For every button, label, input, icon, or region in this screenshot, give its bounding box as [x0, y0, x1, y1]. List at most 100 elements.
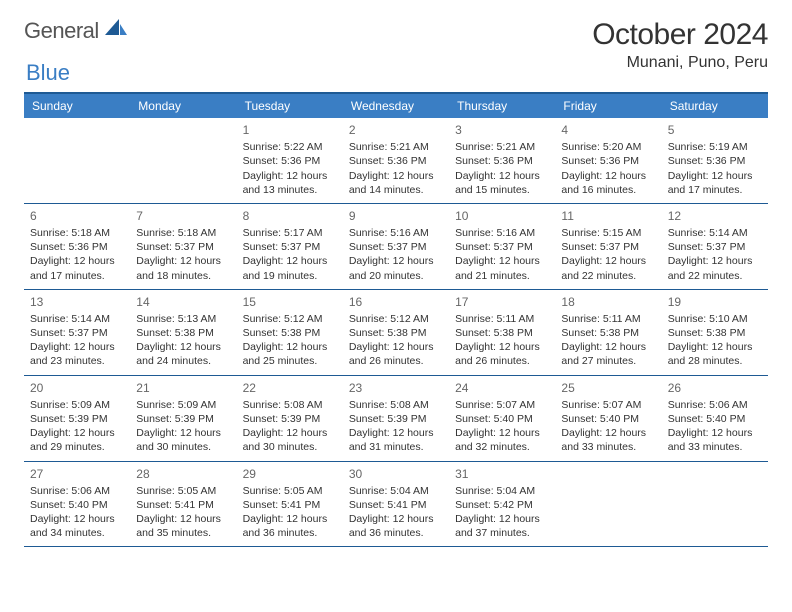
week-row: 20Sunrise: 5:09 AMSunset: 5:39 PMDayligh… — [24, 376, 768, 462]
sunrise-line: Sunrise: 5:06 AM — [668, 398, 762, 412]
daylight-line: and 16 minutes. — [561, 183, 655, 197]
day-number: 15 — [243, 294, 337, 310]
day-header: Thursday — [449, 94, 555, 118]
daylight-line: Daylight: 12 hours — [455, 169, 549, 183]
day-cell: 8Sunrise: 5:17 AMSunset: 5:37 PMDaylight… — [237, 204, 343, 289]
daylight-line: Daylight: 12 hours — [136, 426, 230, 440]
sunset-line: Sunset: 5:42 PM — [455, 498, 549, 512]
daylight-line: Daylight: 12 hours — [349, 340, 443, 354]
daylight-line: and 23 minutes. — [30, 354, 124, 368]
sunrise-line: Sunrise: 5:20 AM — [561, 140, 655, 154]
day-cell: 3Sunrise: 5:21 AMSunset: 5:36 PMDaylight… — [449, 118, 555, 203]
day-cell: 28Sunrise: 5:05 AMSunset: 5:41 PMDayligh… — [130, 462, 236, 547]
sunrise-line: Sunrise: 5:04 AM — [349, 484, 443, 498]
sunset-line: Sunset: 5:37 PM — [243, 240, 337, 254]
sunrise-line: Sunrise: 5:05 AM — [243, 484, 337, 498]
day-cell: 22Sunrise: 5:08 AMSunset: 5:39 PMDayligh… — [237, 376, 343, 461]
daylight-line: and 30 minutes. — [243, 440, 337, 454]
sunrise-line: Sunrise: 5:08 AM — [349, 398, 443, 412]
day-number: 18 — [561, 294, 655, 310]
sunrise-line: Sunrise: 5:12 AM — [349, 312, 443, 326]
day-cell: 7 Sunrise: 5:18 AMSunset: 5:37 PMDaylight… — [130, 204, 236, 289]
sunset-line: Sunset: 5:37 PM — [136, 240, 230, 254]
daylight-line: Daylight: 12 hours — [668, 254, 762, 268]
sunrise-line: Sunrise: 5:21 AM — [349, 140, 443, 154]
daylight-line: Daylight: 12 hours — [455, 512, 549, 526]
sunrise-line: Sunrise: 5:15 AM — [561, 226, 655, 240]
day-number: 26 — [668, 380, 762, 396]
sunrise-line: Sunrise: 5:07 AM — [561, 398, 655, 412]
page-title: October 2024 — [592, 18, 768, 52]
day-number: 5 — [668, 122, 762, 138]
day-header: Friday — [555, 94, 661, 118]
sunrise-line: Sunrise: 5:16 AM — [349, 226, 443, 240]
day-header: Wednesday — [343, 94, 449, 118]
daylight-line: and 27 minutes. — [561, 354, 655, 368]
sunrise-line: Sunrise: 5:08 AM — [243, 398, 337, 412]
day-number: 22 — [243, 380, 337, 396]
day-number: 13 — [30, 294, 124, 310]
day-number: 24 — [455, 380, 549, 396]
daylight-line: and 30 minutes. — [136, 440, 230, 454]
day-number: 7 — [136, 208, 230, 224]
sunset-line: Sunset: 5:38 PM — [668, 326, 762, 340]
daylight-line: Daylight: 12 hours — [455, 426, 549, 440]
day-header: Saturday — [662, 94, 768, 118]
daylight-line: and 15 minutes. — [455, 183, 549, 197]
day-cell-empty — [24, 118, 130, 203]
daylight-line: Daylight: 12 hours — [455, 254, 549, 268]
day-cell: 18Sunrise: 5:11 AMSunset: 5:38 PMDayligh… — [555, 290, 661, 375]
day-number: 19 — [668, 294, 762, 310]
day-number: 25 — [561, 380, 655, 396]
sunset-line: Sunset: 5:40 PM — [668, 412, 762, 426]
daylight-line: Daylight: 12 hours — [455, 340, 549, 354]
sunrise-line: Sunrise: 5:21 AM — [455, 140, 549, 154]
daylight-line: and 34 minutes. — [30, 526, 124, 540]
sunset-line: Sunset: 5:41 PM — [243, 498, 337, 512]
daylight-line: Daylight: 12 hours — [349, 426, 443, 440]
title-block: October 2024 Munani, Puno, Peru — [592, 18, 768, 72]
daylight-line: and 17 minutes. — [30, 269, 124, 283]
sunrise-line: Sunrise: 5:18 AM — [136, 226, 230, 240]
sunset-line: Sunset: 5:39 PM — [243, 412, 337, 426]
sunset-line: Sunset: 5:37 PM — [668, 240, 762, 254]
daylight-line: and 22 minutes. — [561, 269, 655, 283]
sunrise-line: Sunrise: 5:18 AM — [30, 226, 124, 240]
day-number: 23 — [349, 380, 443, 396]
sunset-line: Sunset: 5:38 PM — [349, 326, 443, 340]
sunset-line: Sunset: 5:37 PM — [349, 240, 443, 254]
day-cell: 11Sunrise: 5:15 AMSunset: 5:37 PMDayligh… — [555, 204, 661, 289]
week-row: 1Sunrise: 5:22 AMSunset: 5:36 PMDaylight… — [24, 118, 768, 204]
daylight-line: and 17 minutes. — [668, 183, 762, 197]
daylight-line: and 33 minutes. — [668, 440, 762, 454]
day-cell: 9Sunrise: 5:16 AMSunset: 5:37 PMDaylight… — [343, 204, 449, 289]
daylight-line: and 31 minutes. — [349, 440, 443, 454]
daylight-line: and 28 minutes. — [668, 354, 762, 368]
day-cell: 12Sunrise: 5:14 AMSunset: 5:37 PMDayligh… — [662, 204, 768, 289]
day-cell: 1Sunrise: 5:22 AMSunset: 5:36 PMDaylight… — [237, 118, 343, 203]
daylight-line: Daylight: 12 hours — [243, 340, 337, 354]
day-number: 27 — [30, 466, 124, 482]
sunrise-line: Sunrise: 5:11 AM — [561, 312, 655, 326]
daylight-line: Daylight: 12 hours — [136, 254, 230, 268]
sunset-line: Sunset: 5:36 PM — [561, 154, 655, 168]
location-subtitle: Munani, Puno, Peru — [592, 54, 768, 72]
day-number: 1 — [243, 122, 337, 138]
daylight-line: and 33 minutes. — [561, 440, 655, 454]
day-number: 29 — [243, 466, 337, 482]
day-cell-empty — [662, 462, 768, 547]
daylight-line: Daylight: 12 hours — [30, 254, 124, 268]
day-number: 3 — [455, 122, 549, 138]
daylight-line: Daylight: 12 hours — [136, 340, 230, 354]
day-cell: 6Sunrise: 5:18 AMSunset: 5:36 PMDaylight… — [24, 204, 130, 289]
day-number: 6 — [30, 208, 124, 224]
day-number: 8 — [243, 208, 337, 224]
daylight-line: Daylight: 12 hours — [561, 169, 655, 183]
daylight-line: and 19 minutes. — [243, 269, 337, 283]
sunrise-line: Sunrise: 5:16 AM — [455, 226, 549, 240]
daylight-line: and 26 minutes. — [349, 354, 443, 368]
sunset-line: Sunset: 5:36 PM — [349, 154, 443, 168]
day-cell: 30Sunrise: 5:04 AMSunset: 5:41 PMDayligh… — [343, 462, 449, 547]
sunrise-line: Sunrise: 5:14 AM — [30, 312, 124, 326]
sunset-line: Sunset: 5:40 PM — [455, 412, 549, 426]
